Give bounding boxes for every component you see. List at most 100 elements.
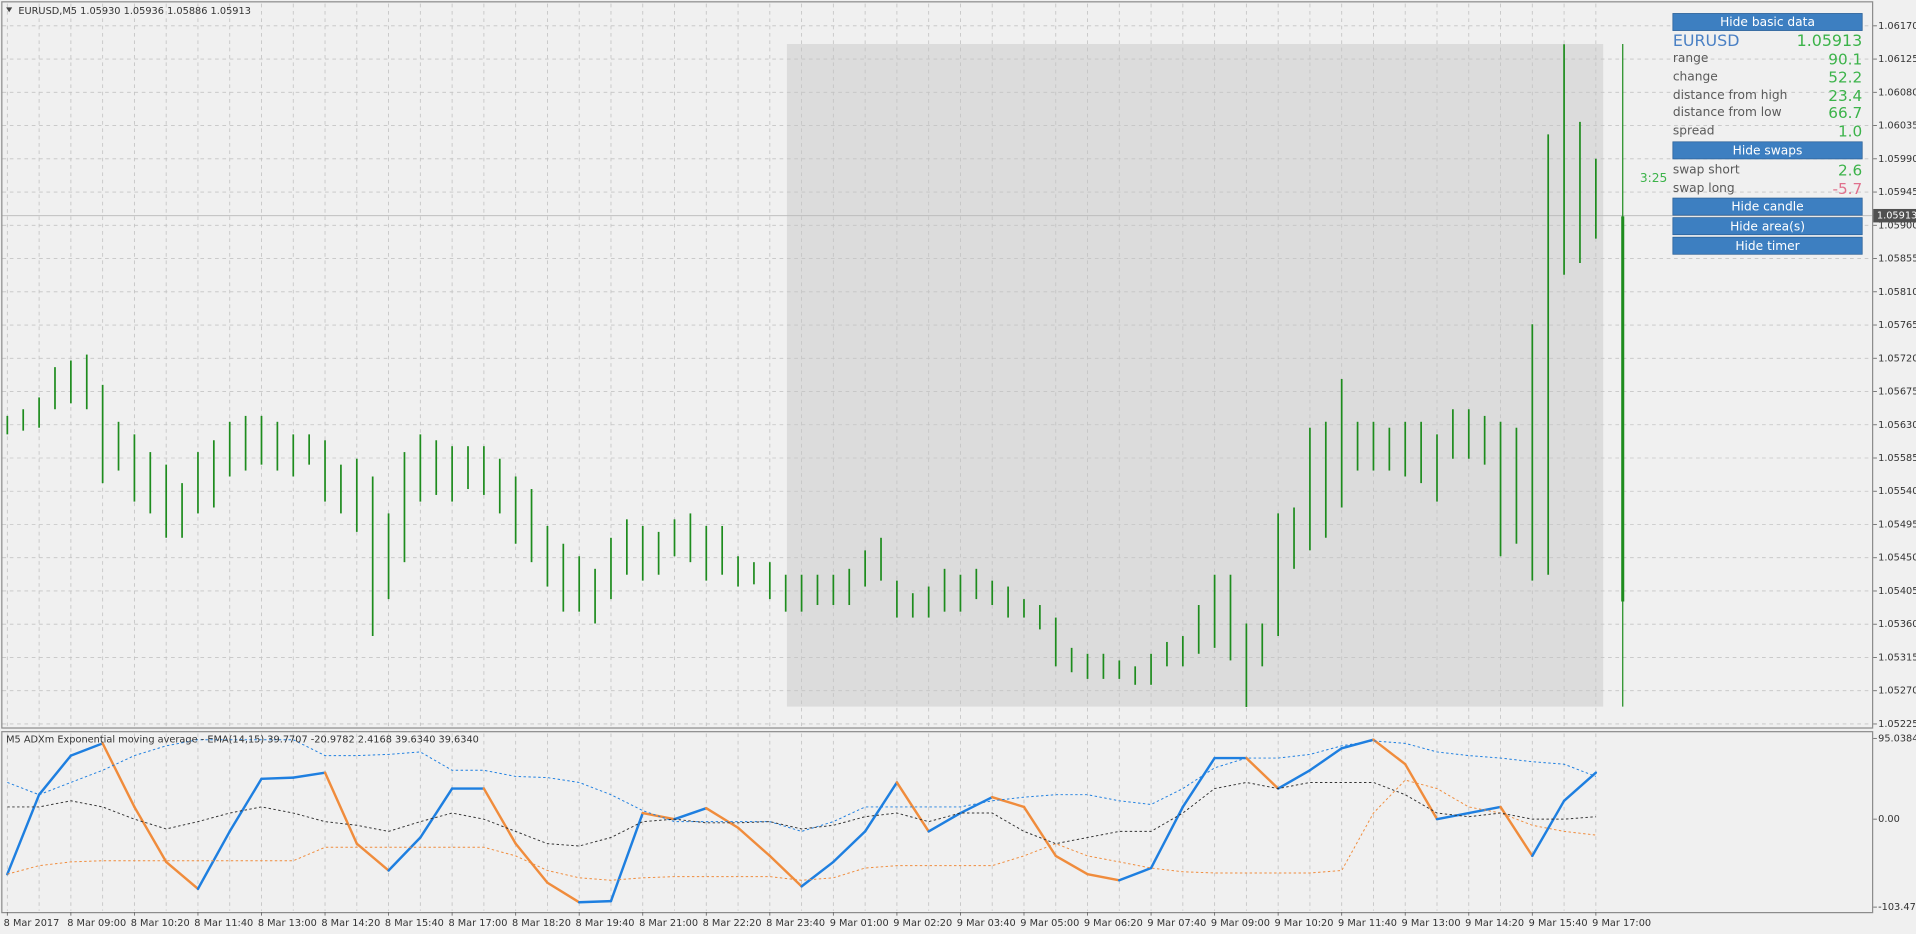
x-tick-label: 8 Mar 14:20 bbox=[321, 918, 380, 929]
y-tick-label: 1.05765 bbox=[1878, 320, 1916, 331]
adx-segment bbox=[1499, 805, 1534, 858]
button-label[interactable]: Hide basic data bbox=[1720, 15, 1815, 29]
adx-segment bbox=[1118, 866, 1153, 882]
adx-segment bbox=[800, 860, 835, 888]
x-tick-label: 8 Mar 22:20 bbox=[703, 918, 762, 929]
y-tick-label: 1.05315 bbox=[1878, 652, 1916, 663]
collapse-arrow[interactable] bbox=[6, 7, 13, 13]
adx-segment bbox=[1531, 799, 1566, 858]
y-tick-label: 1.05720 bbox=[1878, 353, 1916, 364]
button[interactable]: Hide timer bbox=[1672, 236, 1863, 255]
grid bbox=[2, 3, 1874, 911]
y-tick-label: 1.05495 bbox=[1878, 519, 1916, 530]
button[interactable]: Hide basic data bbox=[1672, 13, 1863, 31]
button-label[interactable]: Hide area(s) bbox=[1730, 219, 1805, 233]
price: 1.05913 bbox=[1797, 31, 1863, 50]
swap-value: -5.7 bbox=[1832, 180, 1862, 198]
x-tick-label: 9 Mar 10:20 bbox=[1274, 918, 1333, 929]
x-tick-label: 9 Mar 15:40 bbox=[1529, 918, 1588, 929]
x-tick-label: 9 Mar 09:00 bbox=[1211, 918, 1270, 929]
row-value: 66.7 bbox=[1828, 104, 1862, 122]
row-label: range bbox=[1673, 51, 1709, 65]
row-label: distance from high bbox=[1673, 88, 1788, 102]
row-label: spread bbox=[1673, 123, 1715, 137]
adx-segment bbox=[1181, 756, 1216, 809]
x-tick-label: 9 Mar 11:40 bbox=[1338, 918, 1397, 929]
adx-segment bbox=[736, 826, 772, 858]
adx-segment bbox=[69, 742, 104, 757]
adx-segment bbox=[1245, 756, 1280, 790]
y-tick-label: 1.06080 bbox=[1878, 87, 1916, 98]
adx-segment bbox=[228, 777, 263, 833]
x-tick-label: 8 Mar 13:00 bbox=[258, 918, 317, 929]
row-label: change bbox=[1673, 70, 1718, 84]
adx-segment bbox=[387, 836, 422, 872]
x-tick-label: 8 Mar 2017 bbox=[4, 918, 60, 929]
y-tick-label: 1.05585 bbox=[1878, 453, 1916, 464]
x-tick-label: 9 Mar 01:00 bbox=[830, 918, 889, 929]
y-tick-label: -103.4725 bbox=[1878, 902, 1916, 913]
adx-segment bbox=[355, 842, 390, 872]
adx-segment bbox=[164, 860, 200, 891]
y-tick-label: 1.06125 bbox=[1878, 54, 1916, 65]
adx-segment bbox=[37, 754, 73, 796]
button-label[interactable]: Hide candle bbox=[1731, 200, 1803, 214]
timer: 3:25 bbox=[1640, 171, 1667, 185]
adx-segment bbox=[1308, 747, 1343, 772]
y-tick-label: 1.05630 bbox=[1878, 420, 1916, 431]
swap-label: swap short bbox=[1673, 162, 1740, 176]
x-tick-label: 8 Mar 17:00 bbox=[448, 918, 507, 929]
row-label: distance from low bbox=[1673, 105, 1782, 119]
adx-segment bbox=[292, 771, 327, 779]
y-tick-label: 95.0384 bbox=[1878, 733, 1916, 744]
y-tick-label: 1.05225 bbox=[1878, 719, 1916, 730]
current-price-label: 1.05913 bbox=[1877, 211, 1916, 222]
adx-segment bbox=[673, 806, 708, 821]
y-tick-label: 1.05360 bbox=[1878, 619, 1916, 630]
button-label[interactable]: Hide timer bbox=[1735, 239, 1800, 253]
adx-segment bbox=[514, 842, 549, 884]
price-pane-frame bbox=[1, 1, 1874, 729]
swap-label: swap long bbox=[1673, 181, 1735, 195]
indicator-line bbox=[7, 739, 1597, 832]
button[interactable]: Hide area(s) bbox=[1672, 217, 1863, 236]
adx-segment bbox=[927, 811, 962, 833]
button[interactable]: Hide candle bbox=[1672, 197, 1863, 216]
adx-segment bbox=[419, 787, 454, 839]
y-tick-label: 1.05270 bbox=[1878, 686, 1916, 697]
row-value: 90.1 bbox=[1828, 50, 1862, 68]
adx-segment bbox=[895, 781, 930, 833]
adx-segment bbox=[768, 854, 803, 888]
y-tick-label: 1.05855 bbox=[1878, 254, 1916, 265]
adx-segment bbox=[260, 776, 295, 781]
x-tick-label: 8 Mar 10:20 bbox=[131, 918, 190, 929]
x-tick-label: 9 Mar 02:20 bbox=[893, 918, 952, 929]
chart-title: EURUSD,M5 1.05930 1.05936 1.05886 1.0591… bbox=[18, 6, 251, 17]
y-tick-label: 1.06035 bbox=[1878, 121, 1916, 132]
adx-segment bbox=[959, 795, 994, 815]
marks: 1.06170 1.06125 1.06080 1.06035 1.05990 1.059… bbox=[4, 21, 1916, 929]
x-tick-label: 9 Mar 07:40 bbox=[1147, 918, 1206, 929]
adx-segment bbox=[577, 899, 613, 904]
x-tick-label: 9 Mar 14:20 bbox=[1465, 918, 1524, 929]
y-tick-label: 1.05810 bbox=[1878, 287, 1916, 298]
x-tick-label: 8 Mar 11:40 bbox=[194, 918, 253, 929]
adx-segment bbox=[482, 787, 517, 845]
adx-segment bbox=[609, 811, 644, 903]
indicator-line bbox=[7, 779, 1596, 881]
adx-segment bbox=[1054, 854, 1089, 876]
adx-segment bbox=[323, 771, 359, 845]
row-value: 52.2 bbox=[1828, 69, 1862, 87]
button-label[interactable]: Hide swaps bbox=[1733, 143, 1803, 157]
x-tick-label: 9 Mar 05:00 bbox=[1020, 918, 1079, 929]
button[interactable]: Hide swaps bbox=[1672, 141, 1863, 160]
adx-segment bbox=[196, 830, 231, 891]
x-tick-label: 9 Mar 13:00 bbox=[1402, 918, 1461, 929]
adx-segment bbox=[1149, 805, 1185, 870]
swap-value: 2.6 bbox=[1838, 162, 1862, 180]
indicator-title: M5 ADXm Exponential moving average - EMA… bbox=[6, 735, 479, 746]
y-tick-label: 1.05945 bbox=[1878, 187, 1916, 198]
adx-segment bbox=[1022, 805, 1057, 858]
adx-segment bbox=[1435, 811, 1470, 821]
